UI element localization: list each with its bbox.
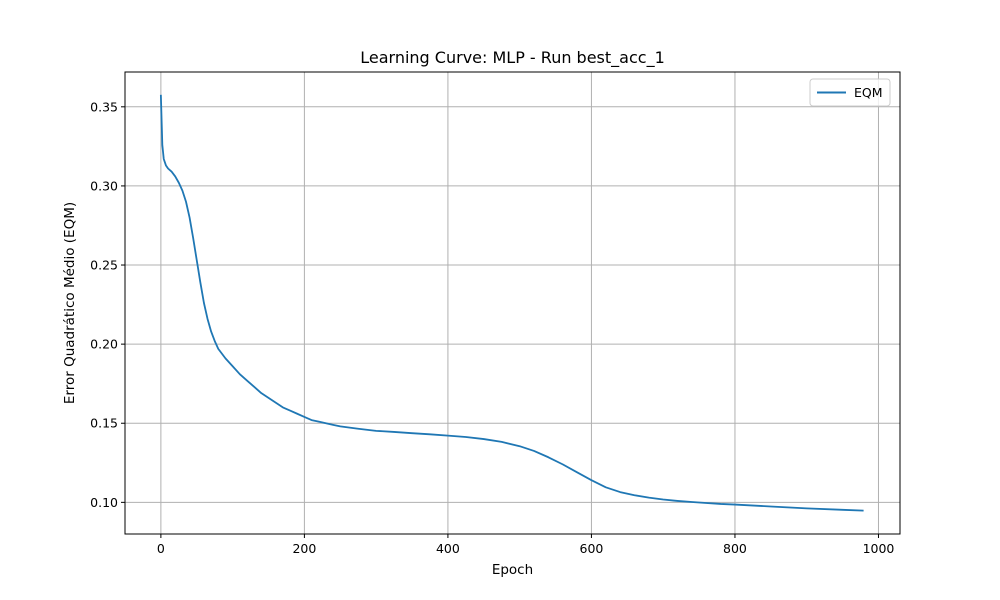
y-tick-label: 0.35 [90, 99, 118, 114]
x-tick-label: 200 [292, 541, 316, 556]
legend-box [809, 78, 891, 107]
y-tick-label: 0.25 [90, 258, 118, 273]
y-tick-label: 0.20 [90, 337, 118, 352]
y-tick-label: 0.10 [90, 495, 118, 510]
x-tick-label: 600 [580, 541, 604, 556]
x-axis-label: Epoch [492, 562, 533, 578]
y-tick-label: 0.15 [90, 416, 118, 431]
ticks-layer: 0 200 400 600 800 1000 0.10 0.15 0.20 0.25 0.30 0.3… [90, 99, 894, 556]
grid-layer [125, 72, 900, 534]
legend: EQM [809, 78, 891, 107]
x-tick-label: 1000 [863, 541, 895, 556]
plot-frame [124, 71, 901, 535]
y-axis-label: Error Quadrático Médio (EQM) [62, 202, 78, 404]
x-tick-label: 0 [157, 541, 165, 556]
y-tick-label: 0.30 [90, 178, 118, 193]
x-tick-label: 400 [436, 541, 460, 556]
series-line-eqm [159, 94, 864, 512]
legend-label-eqm: EQM [854, 85, 883, 100]
series-layer [159, 94, 864, 512]
chart-title: Learning Curve: MLP - Run best_acc_1 [360, 48, 665, 68]
x-tick-label: 800 [723, 541, 747, 556]
